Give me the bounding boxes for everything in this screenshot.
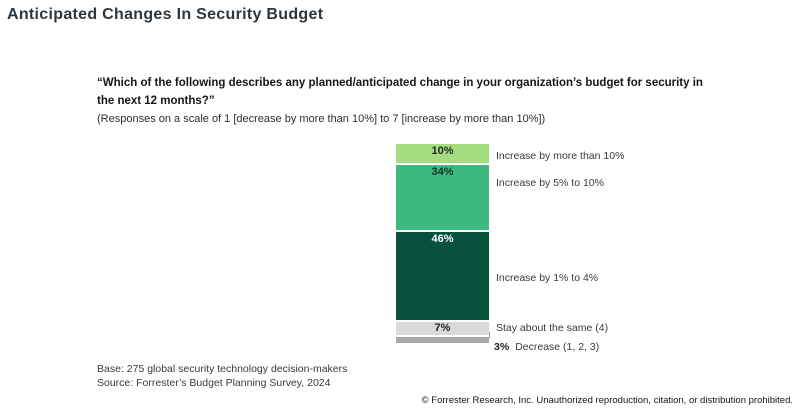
bar-segment-increase-more-than-10: 10% xyxy=(396,144,489,163)
segment-value-label: 46% xyxy=(431,233,454,245)
category-label-increase-5-to-10: Increase by 5% to 10% xyxy=(496,177,604,189)
category-label-increase-more-than-10: Increase by more than 10% xyxy=(496,150,625,162)
category-label-increase-1-to-4: Increase by 1% to 4% xyxy=(496,272,599,284)
survey-scale-note: (Responses on a scale of 1 [decrease by … xyxy=(97,113,546,125)
segment-value-label: 10% xyxy=(431,145,454,157)
decrease-value-label: 3% xyxy=(494,341,510,353)
category-label-decrease: 3% Decrease (1, 2, 3) xyxy=(494,341,599,353)
segment-value-label: 34% xyxy=(431,166,454,178)
bar-segment-decrease xyxy=(396,337,489,343)
source-line: Source: Forrester’s Budget Planning Surv… xyxy=(97,377,331,389)
survey-question-block: “Which of the following describes any pl… xyxy=(97,74,715,128)
bar-segment-increase-5-to-10: 34% xyxy=(396,165,489,230)
segment-value-label: 7% xyxy=(434,322,451,334)
base-line: Base: 275 global security technology dec… xyxy=(97,363,348,375)
category-label-stay-same: Stay about the same (4) xyxy=(496,322,609,334)
copyright-note: © Forrester Research, Inc. Unauthorized … xyxy=(421,395,793,406)
base-source-block: Base: 275 global security technology dec… xyxy=(97,362,347,390)
survey-question-text: “Which of the following describes any pl… xyxy=(97,77,703,107)
bar-segment-stay-same: 7% xyxy=(396,322,489,335)
decrease-text-label: Decrease (1, 2, 3) xyxy=(515,341,600,353)
stacked-bar-column: 10% 34% 46% 7% xyxy=(396,144,489,343)
decrease-leader-line xyxy=(489,332,490,338)
page-title: Anticipated Changes In Security Budget xyxy=(7,6,324,23)
bar-segment-increase-1-to-4: 46% xyxy=(396,232,489,320)
